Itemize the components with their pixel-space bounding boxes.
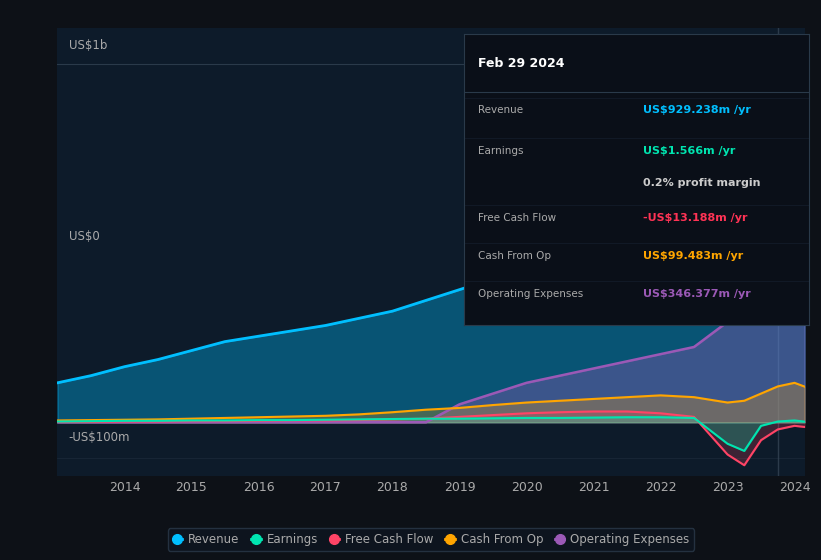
Text: Earnings: Earnings (478, 146, 523, 156)
Text: Cash From Op: Cash From Op (478, 251, 551, 261)
Text: US$1.566m /yr: US$1.566m /yr (643, 146, 736, 156)
Text: Revenue: Revenue (478, 105, 523, 115)
Text: US$929.238m /yr: US$929.238m /yr (643, 105, 751, 115)
Text: Operating Expenses: Operating Expenses (478, 288, 583, 298)
Text: US$346.377m /yr: US$346.377m /yr (643, 288, 751, 298)
Text: US$0: US$0 (69, 230, 99, 243)
Text: US$1b: US$1b (69, 39, 107, 52)
Legend: Revenue, Earnings, Free Cash Flow, Cash From Op, Operating Expenses: Revenue, Earnings, Free Cash Flow, Cash … (167, 528, 695, 550)
Text: 0.2% profit margin: 0.2% profit margin (643, 178, 761, 188)
Text: Feb 29 2024: Feb 29 2024 (478, 57, 564, 70)
Text: Free Cash Flow: Free Cash Flow (478, 213, 556, 223)
Text: -US$100m: -US$100m (69, 431, 131, 445)
Text: US$99.483m /yr: US$99.483m /yr (643, 251, 744, 261)
Text: -US$13.188m /yr: -US$13.188m /yr (643, 213, 748, 223)
